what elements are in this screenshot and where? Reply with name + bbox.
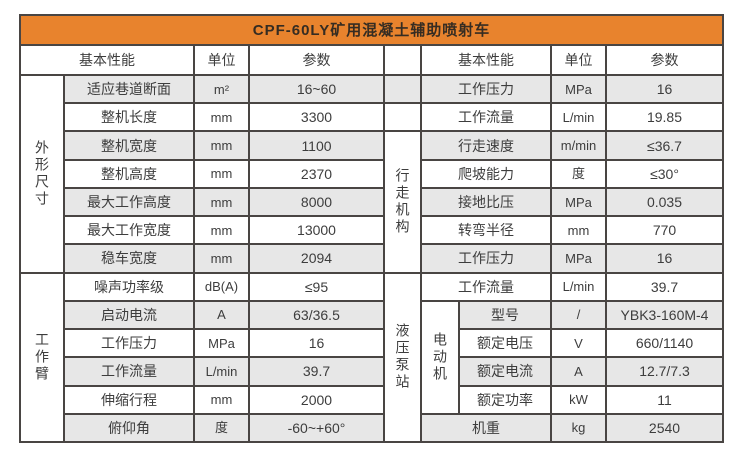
spec-unit: V [552, 330, 605, 357]
spec-name: 工作压力 [422, 76, 550, 103]
header-parameter-left: 参数 [250, 46, 383, 74]
spec-unit: 度 [552, 160, 605, 187]
header-spacer-cell [385, 46, 420, 74]
spec-unit: A [552, 358, 605, 385]
spec-unit: L/min [552, 273, 605, 300]
spec-unit: mm [195, 245, 248, 272]
mid-spacer-cell [385, 76, 420, 103]
header-unit-right: 单位 [552, 46, 605, 74]
mid-spacer-cell [385, 104, 420, 131]
spec-value: 16~60 [250, 76, 383, 103]
header-unit-left: 单位 [195, 46, 248, 74]
spec-unit: mm [195, 132, 248, 159]
spec-unit: kW [552, 386, 605, 413]
spec-value: 11 [607, 386, 722, 413]
spec-value: 0.035 [607, 188, 722, 216]
spec-unit: / [552, 301, 605, 329]
spec-name: 转弯半径 [422, 217, 550, 244]
spec-name: 额定功率 [460, 386, 550, 413]
spec-value: 16 [250, 330, 383, 357]
spec-name: 工作压力 [65, 330, 193, 357]
spec-name: 额定电压 [460, 330, 550, 357]
spec-name: 最大工作高度 [65, 188, 193, 216]
header-parameter-right: 参数 [607, 46, 722, 74]
spec-value: 19.85 [607, 104, 722, 131]
spec-value: 16 [607, 76, 722, 103]
spec-unit: MPa [552, 245, 605, 272]
group-label-hydraulic-pump-station: 液压泵站 [385, 273, 420, 441]
spec-table: CPF-60LY矿用混凝土辅助喷射车 基本性能 单位 参数 基本性能 单位 参数… [19, 14, 724, 443]
spec-value: 39.7 [607, 273, 722, 300]
spec-name: 爬坡能力 [422, 160, 550, 187]
spec-value: 770 [607, 217, 722, 244]
spec-name: 启动电流 [65, 301, 193, 329]
spec-unit: mm [552, 217, 605, 244]
spec-value: 13000 [250, 217, 383, 244]
table-title: CPF-60LY矿用混凝土辅助喷射车 [21, 16, 722, 44]
spec-name: 接地比压 [422, 188, 550, 216]
spec-name: 整机高度 [65, 160, 193, 187]
spec-unit: m² [195, 76, 248, 103]
spec-value: 12.7/7.3 [607, 358, 722, 385]
spec-unit: MPa [552, 188, 605, 216]
group-label-travel-mechanism: 行走机构 [385, 132, 420, 272]
spec-unit: MPa [552, 76, 605, 103]
spec-value: 2094 [250, 245, 383, 272]
spec-value: YBK3-160M-4 [607, 301, 722, 329]
spec-name: 稳车宽度 [65, 245, 193, 272]
spec-unit: mm [195, 217, 248, 244]
spec-value: 660/1140 [607, 330, 722, 357]
spec-name: 工作压力 [422, 245, 550, 272]
spec-value: 2370 [250, 160, 383, 187]
spec-value: 63/36.5 [250, 301, 383, 329]
spec-value: ≤30° [607, 160, 722, 187]
group-label-dimensions: 外形尺寸 [21, 76, 63, 272]
spec-value: 1100 [250, 132, 383, 159]
spec-unit: dB(A) [195, 273, 248, 300]
spec-unit: L/min [552, 104, 605, 131]
spec-unit: 度 [195, 414, 248, 441]
spec-name: 整机长度 [65, 104, 193, 131]
spec-value: ≤36.7 [607, 132, 722, 159]
spec-value: 16 [607, 245, 722, 272]
spec-unit: L/min [195, 358, 248, 385]
spec-name: 额定电流 [460, 358, 550, 385]
spec-value: 2000 [250, 386, 383, 413]
spec-unit: kg [552, 414, 605, 441]
header-performance-right: 基本性能 [422, 46, 550, 74]
spec-name: 伸缩行程 [65, 386, 193, 413]
spec-value: 3300 [250, 104, 383, 131]
spec-name: 噪声功率级 [65, 273, 193, 300]
spec-name: 适应巷道断面 [65, 76, 193, 103]
header-performance-left: 基本性能 [21, 46, 193, 74]
spec-name: 工作流量 [422, 104, 550, 131]
spec-unit: mm [195, 104, 248, 131]
spec-name: 整机宽度 [65, 132, 193, 159]
spec-unit: mm [195, 160, 248, 187]
spec-unit: mm [195, 386, 248, 413]
spec-unit: A [195, 301, 248, 329]
spec-value: 2540 [607, 414, 722, 441]
spec-unit: mm [195, 188, 248, 216]
spec-unit: MPa [195, 330, 248, 357]
group-label-electric-motor: 电动机 [422, 301, 458, 413]
group-label-working-arm: 工作臂 [21, 273, 63, 441]
spec-name: 工作流量 [422, 273, 550, 300]
spec-value: -60~+60° [250, 414, 383, 441]
spec-value: ≤95 [250, 273, 383, 300]
spec-name: 最大工作宽度 [65, 217, 193, 244]
spec-name: 机重 [422, 414, 550, 441]
spec-name: 型号 [460, 301, 550, 329]
spec-value: 8000 [250, 188, 383, 216]
spec-name: 工作流量 [65, 358, 193, 385]
spec-unit: m/min [552, 132, 605, 159]
spec-name: 行走速度 [422, 132, 550, 159]
spec-value: 39.7 [250, 358, 383, 385]
spec-name: 俯仰角 [65, 414, 193, 441]
